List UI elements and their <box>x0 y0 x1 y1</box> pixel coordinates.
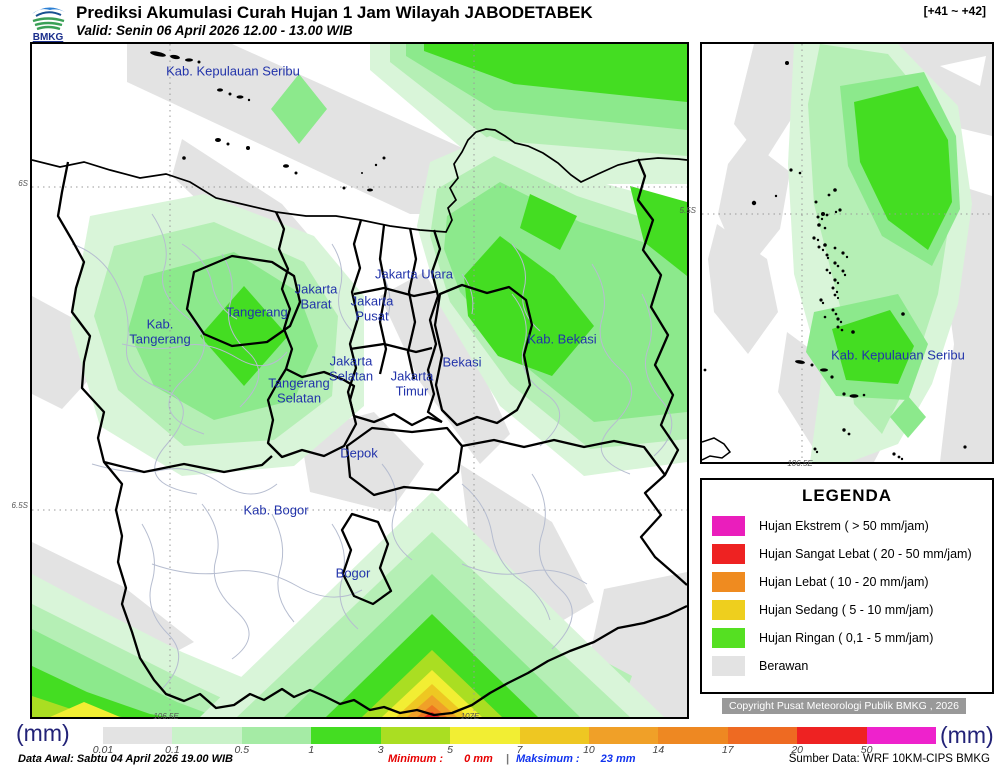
inset-rain-areas <box>788 44 972 462</box>
colorbar-tick-label: 14 <box>652 744 665 756</box>
label-jakarta-selatan: Jakarta Selatan <box>328 353 374 383</box>
colorbar-unit-right: (mm) <box>940 722 994 748</box>
label-jakarta-pusat: Jakarta Pusat <box>350 293 394 323</box>
legend-item-berawan: Berawan <box>702 652 992 680</box>
district-lines <box>71 213 673 690</box>
colorbar-ticks: 0.01 0.1 0.5 1 3 5 7 10 14 17 20 50 <box>93 744 963 756</box>
lon-tick-107e: 107E <box>460 712 480 721</box>
colorbar-tick-label: 17 <box>721 744 734 756</box>
swatch-berawan <box>712 656 745 676</box>
legend-item-sedang: Hujan Sedang ( 5 - 10 mm/jam) <box>702 596 992 624</box>
page-title: Prediksi Akumulasi Curah Hujan 1 Jam Wil… <box>76 3 593 22</box>
minimum-label: Minimum : <box>388 753 443 765</box>
colorbar-segment <box>311 727 381 744</box>
bmkg-logo: BMKG <box>32 7 65 42</box>
label-kab-kepulauan-seribu: Kab. Kepulauan Seribu <box>166 63 300 79</box>
label-bogor: Bogor <box>335 565 371 581</box>
inset-gridlines <box>702 44 992 462</box>
svg-text:BMKG: BMKG <box>33 32 64 42</box>
inset-map-kepulauan-seribu: Kab. Kepulauan Seribu <box>700 42 994 464</box>
data-awal-text: Data Awal: Sabtu 04 April 2026 19.00 WIB <box>18 753 233 765</box>
colorbar-segment <box>241 727 312 744</box>
colorbar-tick-label: 10 <box>583 744 595 756</box>
colorbar-segment <box>172 727 242 744</box>
minmax-separator: | <box>505 753 509 765</box>
legend-item-ekstrem: Hujan Ekstrem ( > 50 mm/jam) <box>702 512 992 540</box>
legend-item-lebat: Hujan Lebat ( 10 - 20 mm/jam) <box>702 568 992 596</box>
colorbar-segment <box>519 727 589 744</box>
legend-box: LEGENDA Hujan Ekstrem ( > 50 mm/jam) Huj… <box>700 478 994 694</box>
swatch-sangat-lebat <box>712 544 745 564</box>
legend-item-sangat-lebat: Hujan Sangat Lebat ( 20 - 50 mm/jam) <box>702 540 992 568</box>
colorbar-segment <box>450 727 520 744</box>
label-kab-bogor: Kab. Bogor <box>243 502 309 518</box>
swatch-lebat <box>712 572 745 592</box>
gridlines <box>32 44 687 717</box>
inset-map-canvas <box>702 44 992 462</box>
forecast-hour-range: [+41 ~ +42] <box>923 4 986 18</box>
colorbar-tick-label: 0.5 <box>234 744 250 756</box>
label-kab-tangerang: Kab. Tangerang <box>129 316 191 346</box>
colorbar-tick-label: 5 <box>447 744 453 756</box>
colorbar-unit-left: (mm) <box>16 720 70 746</box>
label-kab-bekasi: Kab. Bekasi <box>527 331 597 347</box>
colorbar-tick-label: 0.01 <box>92 744 114 756</box>
region-boundaries <box>56 158 687 717</box>
lat-tick-6-5s: 6.5S <box>11 501 28 510</box>
swatch-ekstrem <box>712 516 745 536</box>
colorbar-tick-label: 3 <box>377 744 384 756</box>
lat-tick-6s: 6S <box>18 179 28 188</box>
colorbar-segment <box>380 727 451 744</box>
colorbar-tick-label: 50 <box>860 744 873 756</box>
inset-islands <box>703 61 967 461</box>
colorbar-segment <box>797 727 867 744</box>
min-max-text: Minimum : 0 mm | Maksimum : 23 mm <box>388 753 642 765</box>
colorbar-segment <box>658 727 728 744</box>
maximum-label: Maksimum : <box>516 753 580 765</box>
label-depok: Depok <box>340 445 378 461</box>
label-jakarta-utara: Jakarta Utara <box>374 266 454 282</box>
colorbar-segment <box>103 727 173 744</box>
legend-title: LEGENDA <box>801 486 893 505</box>
label-tangerang-selatan: Tangerang Selatan <box>268 375 330 405</box>
inset-label-kab-kepulauan-seribu: Kab. Kepulauan Seribu <box>831 347 965 363</box>
logo-cloud-shape <box>32 7 65 14</box>
lon-tick-106-5e: 106.5E <box>153 712 179 721</box>
copyright-label: Copyright Pusat Meteorologi Publik BMKG … <box>722 698 966 714</box>
colorbar-segment <box>727 727 798 744</box>
colorbar-tick-label: 7 <box>516 744 523 756</box>
swatch-sedang <box>712 600 745 620</box>
swatch-ringan <box>712 628 745 648</box>
label-jakarta-barat: Jakarta Barat <box>294 281 338 311</box>
colorbar-tick-label: 1 <box>308 744 315 756</box>
maximum-value: 23 mm <box>600 753 636 765</box>
minimum-value: 0 mm <box>464 753 493 765</box>
coastline <box>32 128 687 233</box>
colorbar-tick-label: 0.1 <box>165 744 180 756</box>
inset-lat-tick-5-5s: 5.5S <box>679 206 696 215</box>
main-map: Kab. Kepulauan Seribu Tangerang Kab. Tan… <box>30 42 689 719</box>
valid-time-subtitle: Valid: Senin 06 April 2026 12.00 - 13.00… <box>76 23 353 38</box>
islands <box>150 51 386 192</box>
inset-coastline <box>702 437 732 461</box>
colorbar-tick-label: 20 <box>791 744 803 756</box>
label-jakarta-timur: Jakarta Timur <box>390 368 434 398</box>
colorbar-segment <box>588 727 659 744</box>
inset-lon-tick-106-5e: 106.5E <box>787 459 813 468</box>
sumber-data-text: Sumber Data: WRF 10KM-CIPS BMKG <box>788 753 990 765</box>
legend-item-ringan: Hujan Ringan ( 0,1 - 5 mm/jam) <box>702 624 992 652</box>
colorbar-segments <box>103 727 937 744</box>
label-bekasi: Bekasi <box>442 354 482 370</box>
main-map-canvas <box>32 44 687 717</box>
colorbar-segment <box>866 727 937 744</box>
label-tangerang: Tangerang <box>226 304 288 320</box>
